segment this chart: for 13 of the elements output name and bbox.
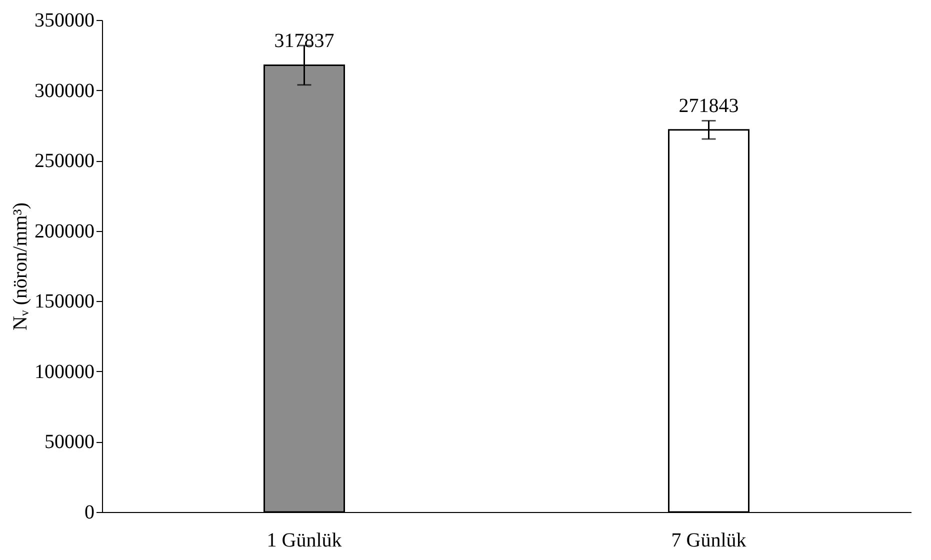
y-axis-title: Nᵥ (nöron/mm³) bbox=[10, 202, 32, 330]
y-tick-label: 250000 bbox=[34, 150, 94, 172]
y-tick-label: 150000 bbox=[34, 290, 94, 313]
y-tick-label: 50000 bbox=[44, 431, 94, 454]
x-tick-label: 7 Günlük bbox=[671, 530, 746, 552]
y-tick-label: 100000 bbox=[34, 360, 94, 383]
y-tick-label: 200000 bbox=[34, 220, 94, 242]
x-tick-label: 1 Günlük bbox=[266, 530, 342, 552]
data-label: 317837 bbox=[274, 30, 334, 52]
y-tick-label: 350000 bbox=[34, 10, 94, 32]
data-label: 271843 bbox=[678, 94, 739, 117]
y-tick-label: 0 bbox=[84, 502, 94, 524]
y-tick-label: 300000 bbox=[34, 80, 94, 102]
